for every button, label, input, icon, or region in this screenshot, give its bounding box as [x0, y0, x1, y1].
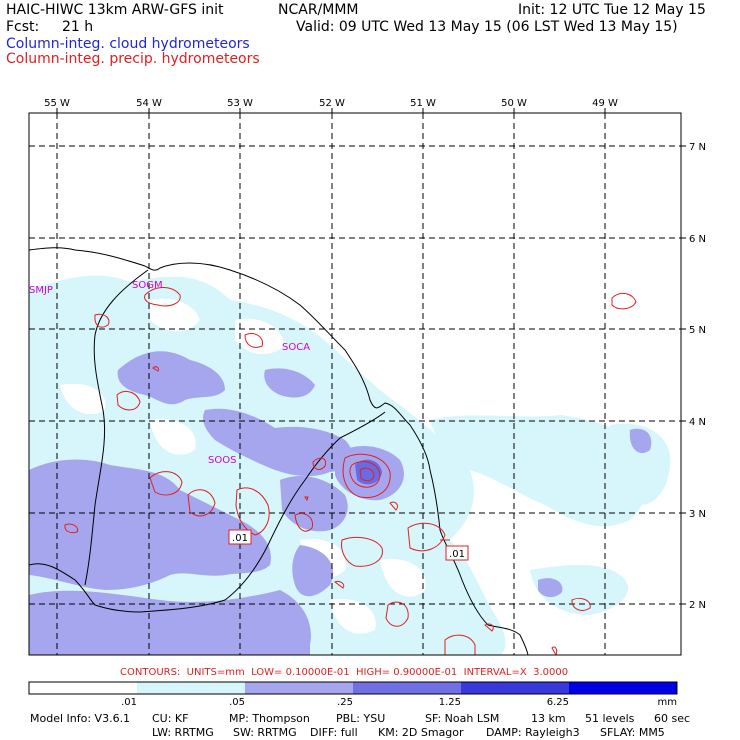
- fcst-label: Fcst:: [6, 19, 40, 35]
- footer-diff: DIFF: full: [310, 726, 358, 739]
- field-precip-label: Column-integ. precip. hydrometeors: [6, 51, 260, 67]
- footer-lw: LW: RRTMG: [152, 726, 214, 739]
- border-guyana-suriname: [29, 411, 386, 613]
- footer-mp: MP: Thompson: [229, 712, 310, 725]
- lon-label-53w: 53 W: [227, 98, 253, 109]
- station-soos: SOOS: [208, 455, 236, 466]
- contour-label-1: .01: [232, 533, 248, 544]
- footer-sw: SW: RRTMG: [233, 726, 297, 739]
- contours-info: CONTOURS: UNITS=mm LOW= 0.10000E-01 HIGH…: [120, 667, 569, 678]
- fcst-value: 21 h: [62, 19, 94, 35]
- footer-cu: CU: KF: [152, 712, 189, 725]
- footer-sflay: SFLAY: MM5: [600, 726, 665, 739]
- lat-label-5n: 5 N: [689, 325, 706, 336]
- contour-label-box-1: [228, 529, 252, 545]
- colorbar-frame: [28, 681, 678, 695]
- colorbar-segment-3: [353, 682, 461, 694]
- lat-label-7n: 7 N: [689, 142, 706, 153]
- station-soca: SOCA: [282, 342, 310, 353]
- colorbar-segment-0: [29, 682, 137, 694]
- footer-km: KM: 2D Smagor: [378, 726, 464, 739]
- footer-resolution: 13 km: [531, 712, 566, 725]
- valid-time: Valid: 09 UTC Wed 13 May 15 (06 LST Wed …: [296, 19, 678, 35]
- footer-model-info: Model Info: V3.6.1: [30, 712, 131, 725]
- footer-timestep: 60 sec: [654, 712, 691, 725]
- station-smjp: SMJP: [29, 285, 53, 296]
- lat-label-3n: 3 N: [689, 509, 706, 520]
- lon-label-51w: 51 W: [410, 98, 436, 109]
- colorbar-segment-4: [461, 682, 569, 694]
- lon-label-54w: 54 W: [136, 98, 162, 109]
- colorbar-units: mm: [658, 697, 677, 708]
- contour-label-2: .01: [449, 549, 465, 560]
- plot-frame: [28, 112, 682, 656]
- colorbar-tick-1: .05: [229, 697, 245, 708]
- lat-label-2n: 2 N: [689, 600, 706, 611]
- lon-label-49w: 49 W: [592, 98, 618, 109]
- colorbar-segment-2: [245, 682, 353, 694]
- footer-damp: DAMP: Rayleigh3: [486, 726, 580, 739]
- footer-levels: 51 levels: [585, 712, 635, 725]
- colorbar: .01 .05 .25 1.25 6.25 mm: [28, 681, 678, 708]
- footer-pbl: PBL: YSU: [336, 712, 386, 725]
- model-title: HAIC-HIWC 13km ARW-GFS init: [6, 2, 224, 18]
- station-sogm: SOGM: [132, 280, 163, 291]
- lat-label-4n: 4 N: [689, 417, 706, 428]
- precip-contours: [64, 287, 637, 655]
- colorbar-tick-0: .01: [121, 697, 137, 708]
- lat-label-6n: 6 N: [689, 234, 706, 245]
- colorbar-tick-4: 6.25: [547, 697, 569, 708]
- lon-label-52w: 52 W: [319, 98, 345, 109]
- lat-lon-grid: [29, 113, 681, 655]
- field-cloud-label: Column-integ. cloud hydrometeors: [6, 36, 250, 52]
- lon-label-55w: 55 W: [44, 98, 70, 109]
- init-time: Init: 12 UTC Tue 12 May 15: [518, 2, 706, 18]
- right-ticks: [681, 145, 686, 605]
- top-ticks: [56, 108, 606, 113]
- lon-label-50w: 50 W: [501, 98, 527, 109]
- footer-sf: SF: Noah LSM: [425, 712, 500, 725]
- colorbar-segment-5: [569, 682, 677, 694]
- coastline: [29, 247, 529, 655]
- colorbar-segment-1: [137, 682, 245, 694]
- colorbar-tick-3: 1.25: [439, 697, 461, 708]
- colorbar-tick-2: .25: [337, 697, 353, 708]
- border-suriname-west: [84, 269, 149, 586]
- center-label: NCAR/MMM: [278, 2, 359, 18]
- contour-label-box-2: [445, 545, 469, 561]
